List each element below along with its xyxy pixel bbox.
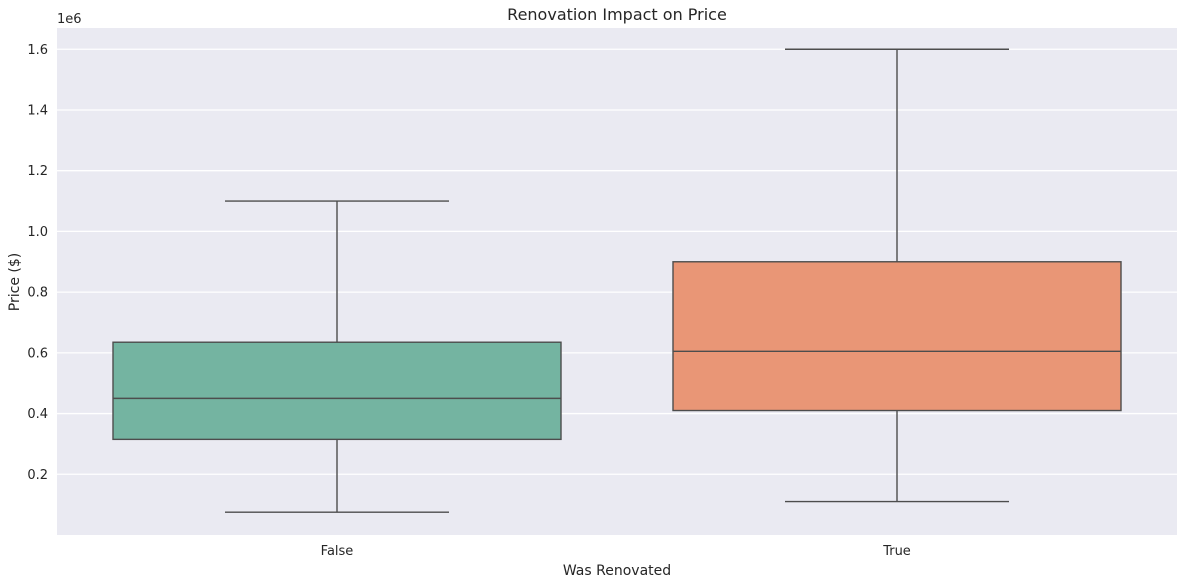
x-axis-label: Was Renovated <box>563 563 671 579</box>
box-true <box>672 48 1122 503</box>
y-tick-label: 1.4 <box>27 103 48 118</box>
y-tick-label: 1.6 <box>27 43 48 58</box>
box-false <box>112 200 562 513</box>
chart-title: Renovation Impact on Price <box>507 5 727 24</box>
y-tick-label: 0.4 <box>27 407 48 422</box>
y-axis-label: Price ($) <box>7 253 23 311</box>
y-offset-label: 1e6 <box>57 12 82 27</box>
iqr-box <box>672 261 1122 412</box>
y-tick-label: 0.2 <box>27 468 48 483</box>
iqr-box <box>112 341 562 441</box>
x-tick-label: True <box>882 544 911 559</box>
y-tick-label: 1.0 <box>27 225 48 240</box>
x-tick-label: False <box>321 544 354 559</box>
y-tick-label: 0.8 <box>27 286 48 301</box>
x-tick-labels: False True <box>321 544 911 559</box>
boxes <box>112 48 1122 513</box>
y-tick-label: 0.6 <box>27 346 48 361</box>
y-tick-labels: 0.2 0.4 0.6 0.8 1.0 1.2 1.4 1.6 <box>27 43 48 483</box>
y-tick-label: 1.2 <box>27 164 48 179</box>
